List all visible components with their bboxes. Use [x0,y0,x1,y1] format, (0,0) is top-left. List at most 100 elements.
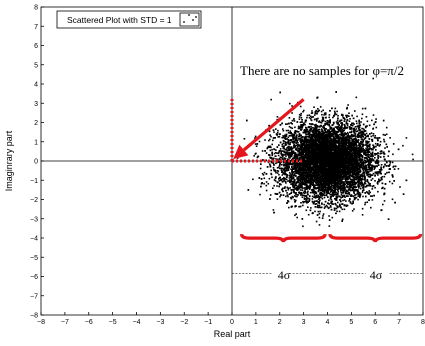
scatter-point [287,188,290,191]
scatter-point [374,153,377,155]
scatter-point [352,195,354,197]
scatter-point [326,121,328,124]
scatter-point [379,143,381,146]
scatter-point [348,193,351,196]
scatter-point [355,96,358,99]
scatter-point [337,188,339,191]
scatter-point [366,120,369,123]
scatter-point [259,193,261,196]
scatter-point [305,129,308,131]
scatter-point [295,172,297,175]
scatter-point [325,112,327,114]
scatter-point [269,145,271,148]
y-tick-label: −2 [30,197,38,204]
scatter-point [300,117,303,119]
scatter-point [307,177,310,179]
scatter-point [352,145,355,147]
scatter-point [308,123,311,125]
scatter-point [288,206,290,209]
scatter-point [349,118,351,120]
scatter-point [355,128,358,130]
scatter-point [332,161,334,164]
scatter-point [335,188,337,191]
scatter-point [263,182,265,185]
scatter-points [236,77,414,240]
scatter-point [371,164,374,167]
scatter-point [412,158,414,161]
scatter-point [306,128,308,131]
scatter-point [349,188,351,190]
scatter-point [377,156,379,158]
scatter-point [357,187,360,189]
scatter-point [336,210,338,213]
scatter-point [279,195,281,198]
scatter-point [369,170,371,172]
scatter-point [275,193,278,195]
scatter-point [273,163,275,166]
scatter-point [332,130,334,132]
scatter-point [312,182,315,185]
scatter-point [360,130,363,133]
scatter-point [354,135,357,138]
scatter-point [297,194,299,196]
scatter-point [371,177,374,180]
scatter-point [313,106,315,108]
scatter-point [336,196,339,198]
scatter-point [331,135,334,137]
x-tick-label: −7 [61,319,69,326]
scatter-point [310,130,312,132]
scatter-point [286,141,288,144]
scatter-point [272,139,274,142]
scatter-point [306,116,308,119]
scatter-point [363,159,366,161]
y-tick-label: 5 [34,62,38,69]
scatter-point [371,158,374,160]
scatter-point [367,142,369,144]
scatter-point [298,187,300,190]
scatter-point [349,139,351,142]
scatter-point [365,132,368,135]
scatter-point [355,196,358,199]
scatter-point [362,195,364,198]
x-tick-label: 6 [373,319,377,326]
scatter-point [323,207,326,209]
x-tick-label: −8 [37,319,45,326]
scatter-point [286,166,289,169]
scatter-point [336,139,338,142]
scatter-point [302,123,305,125]
scatter-point [285,160,288,162]
scatter-point [291,105,293,107]
scatter-point [345,178,348,181]
scatter-point [315,123,317,126]
scatter-point [349,202,352,204]
scatter-point [292,136,294,139]
scatter-point [382,166,385,169]
scatter-point [275,162,277,165]
scatter-point [353,123,355,125]
scatter-point [317,121,320,123]
scatter-point [375,145,377,148]
scatter-point [358,144,360,147]
scatter-point [328,116,330,119]
scatter-point [312,123,314,126]
scatter-point [355,159,357,161]
scatter-point [271,154,274,157]
scatter-point [389,137,391,139]
scatter-point [364,126,367,129]
scatter-point [265,189,268,192]
scatter-point [306,135,309,138]
scatter-point [392,166,394,168]
scatter-point [290,177,293,179]
scatter-point [355,167,357,169]
scatter-point [319,177,321,179]
scatter-point [322,215,324,217]
scatter-point [359,131,361,133]
scatter-point [334,113,336,115]
scatter-point [263,171,266,174]
x-tick-label: −1 [204,319,212,326]
scatter-point [303,184,306,186]
scatter-point [295,193,297,196]
scatter-point [294,136,296,138]
scatter-point [303,129,306,131]
